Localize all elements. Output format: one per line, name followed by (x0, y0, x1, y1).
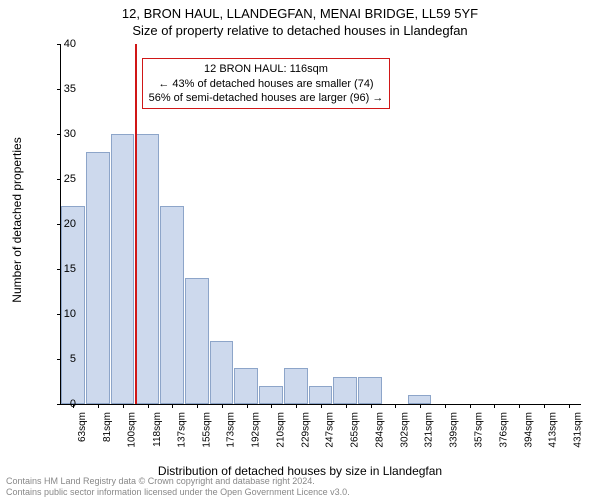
x-tick-mark (494, 404, 495, 408)
histogram-bar (61, 206, 85, 404)
y-tick-label: 5 (46, 353, 76, 365)
histogram-bar (284, 368, 308, 404)
x-tick-mark (346, 404, 347, 408)
histogram-bar (86, 152, 110, 404)
x-tick-mark (247, 404, 248, 408)
annotation-line: ← 43% of detached houses are smaller (74… (149, 77, 384, 91)
histogram-bar (210, 341, 234, 404)
histogram-bar (333, 377, 357, 404)
x-tick-label: 413sqm (548, 412, 559, 448)
footer-line2: Contains public sector information licen… (6, 487, 350, 498)
x-tick-mark (98, 404, 99, 408)
x-tick-mark (420, 404, 421, 408)
x-tick-label: 265sqm (350, 412, 361, 448)
x-tick-mark (222, 404, 223, 408)
histogram-bar (358, 377, 382, 404)
chart-container: 12, BRON HAUL, LLANDEGFAN, MENAI BRIDGE,… (0, 0, 600, 500)
x-tick-label: 302sqm (399, 412, 410, 448)
x-tick-label: 339sqm (449, 412, 460, 448)
x-tick-mark (321, 404, 322, 408)
y-tick-label: 0 (46, 398, 76, 410)
x-tick-mark (569, 404, 570, 408)
annotation-line: 12 BRON HAUL: 116sqm (149, 62, 384, 76)
x-tick-label: 229sqm (300, 412, 311, 448)
histogram-bar (234, 368, 258, 404)
annotation-line: 56% of semi-detached houses are larger (… (149, 91, 384, 105)
x-tick-mark (271, 404, 272, 408)
histogram-bar (309, 386, 333, 404)
x-tick-label: 357sqm (474, 412, 485, 448)
x-tick-label: 155sqm (201, 412, 212, 448)
x-tick-mark (519, 404, 520, 408)
histogram-bar (135, 134, 159, 404)
y-tick-label: 20 (46, 218, 76, 230)
x-tick-mark (445, 404, 446, 408)
x-tick-mark (470, 404, 471, 408)
y-axis-label: Number of detached properties (10, 137, 24, 302)
chart-title-line2: Size of property relative to detached ho… (0, 21, 600, 38)
y-tick-label: 15 (46, 263, 76, 275)
x-tick-mark (395, 404, 396, 408)
y-tick-label: 35 (46, 83, 76, 95)
plot-area: 63sqm81sqm100sqm118sqm137sqm155sqm173sqm… (60, 44, 581, 405)
x-tick-label: 81sqm (102, 412, 113, 442)
reference-line (135, 44, 137, 404)
x-tick-label: 137sqm (176, 412, 187, 448)
x-tick-label: 100sqm (127, 412, 138, 448)
x-tick-mark (197, 404, 198, 408)
footer-attribution: Contains HM Land Registry data © Crown c… (6, 476, 350, 498)
x-tick-mark (172, 404, 173, 408)
histogram-bar (408, 395, 432, 404)
histogram-bar (111, 134, 135, 404)
x-tick-mark (148, 404, 149, 408)
x-tick-label: 376sqm (498, 412, 509, 448)
x-tick-mark (544, 404, 545, 408)
y-tick-label: 10 (46, 308, 76, 320)
x-tick-mark (371, 404, 372, 408)
x-tick-label: 173sqm (226, 412, 237, 448)
chart-title-line1: 12, BRON HAUL, LLANDEGFAN, MENAI BRIDGE,… (0, 0, 600, 21)
histogram-bar (160, 206, 184, 404)
y-tick-label: 25 (46, 173, 76, 185)
y-tick-label: 40 (46, 38, 76, 50)
histogram-bar (185, 278, 209, 404)
annotation-box: 12 BRON HAUL: 116sqm← 43% of detached ho… (142, 58, 391, 109)
x-tick-label: 284sqm (375, 412, 386, 448)
x-tick-mark (296, 404, 297, 408)
y-tick-label: 30 (46, 128, 76, 140)
x-tick-label: 63sqm (77, 412, 88, 442)
histogram-bar (259, 386, 283, 404)
x-tick-label: 431sqm (573, 412, 584, 448)
x-tick-label: 247sqm (325, 412, 336, 448)
x-tick-label: 394sqm (523, 412, 534, 448)
x-tick-label: 210sqm (275, 412, 286, 448)
footer-line1: Contains HM Land Registry data © Crown c… (6, 476, 350, 487)
x-tick-mark (123, 404, 124, 408)
x-tick-label: 118sqm (152, 412, 163, 447)
x-tick-label: 192sqm (251, 412, 262, 448)
x-tick-label: 321sqm (424, 412, 435, 448)
